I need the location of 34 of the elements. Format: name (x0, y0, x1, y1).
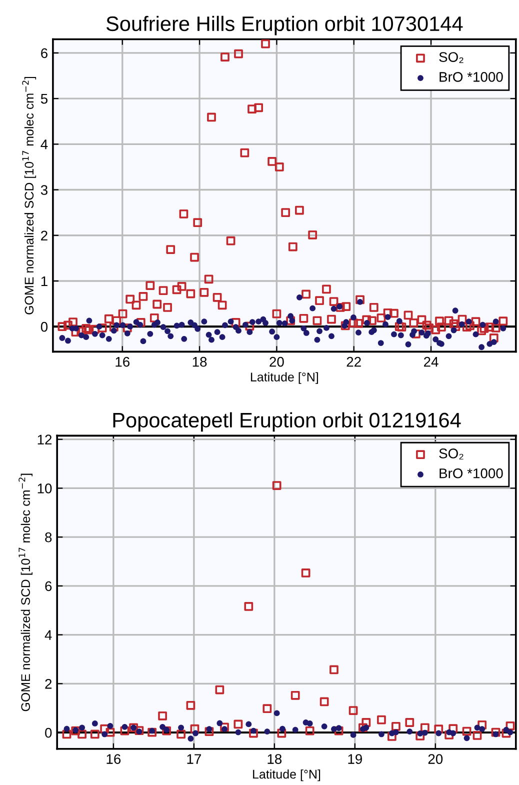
x-tick-label: 18 (192, 356, 207, 367)
x-tick-label: 20 (270, 356, 284, 367)
y-tick-label: 8 (45, 532, 52, 542)
legend-label: BrO *1000 (440, 72, 503, 82)
x-tick-label: 22 (346, 356, 361, 367)
chart-title: Popocatepetl Eruption orbit 01219164 (113, 412, 461, 432)
y-tick-label: 1 (41, 276, 48, 286)
y-tick-label: 5 (40, 94, 48, 104)
y-tick-label: 4 (40, 140, 48, 150)
x-tick-label: 16 (116, 356, 130, 367)
x-axis-title: Latitude [°N] (253, 769, 320, 782)
y-axis-title: GOME normalized SCD [10$^{17}$ molec cm$^{−2}$] (18, 474, 32, 712)
x-tick-label: 18 (268, 754, 282, 764)
y-tick-label: 3 (40, 185, 48, 195)
y-tick-label: 6 (45, 581, 52, 592)
y-axis-title: GOME normalized SCD [10$^{17}$ molec cm$^{−2}$] (22, 76, 36, 314)
x-tick-label: 19 (348, 754, 362, 764)
y-tick-label: 4 (44, 630, 52, 640)
y-tick-label: 10 (38, 484, 52, 494)
x-axis-title: Latitude [°N] (250, 372, 318, 384)
legend-label: SO₂ (439, 52, 464, 63)
x-tick-label: 24 (424, 356, 438, 367)
legend-label: BrO *1000 (440, 468, 503, 478)
y-tick-label: 2 (45, 678, 52, 689)
chart-title: Soufriere Hills Eruption orbit 10730144 (106, 16, 463, 36)
x-tick-label: 20 (428, 754, 443, 764)
y-tick-label: 2 (41, 230, 48, 240)
x-tick-label: 17 (187, 754, 201, 764)
y-tick-label: 12 (38, 434, 52, 444)
x-tick-label: 16 (106, 754, 121, 764)
y-tick-label: 0 (45, 728, 52, 738)
y-tick-label: 0 (40, 322, 48, 332)
y-tick-label: 6 (41, 48, 48, 58)
legend-label: SO₂ (439, 448, 464, 460)
